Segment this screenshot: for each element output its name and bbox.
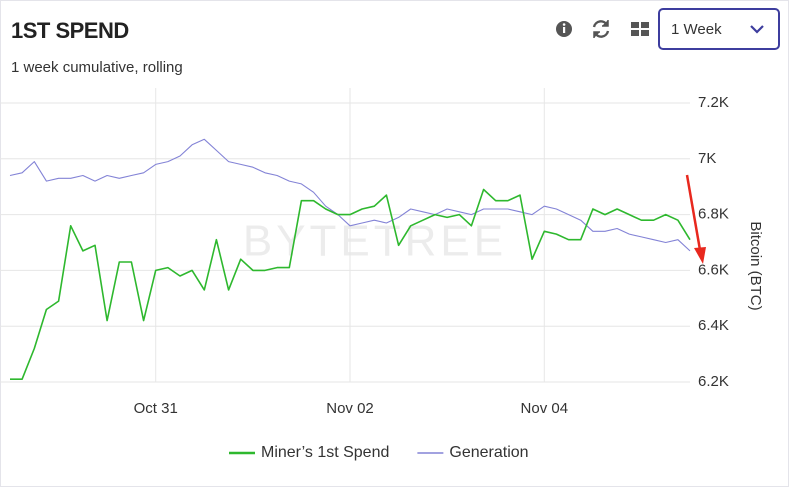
refresh-button[interactable] bbox=[592, 20, 610, 38]
x-tick-label: Nov 02 bbox=[326, 400, 374, 417]
annotation-arrow bbox=[685, 174, 706, 264]
chart-title: 1ST SPEND bbox=[11, 18, 129, 43]
y-tick-label: 6.4K bbox=[698, 317, 729, 334]
info-button[interactable] bbox=[556, 21, 572, 37]
dropdown-value: 1 Week bbox=[671, 21, 722, 38]
layout-button[interactable] bbox=[631, 22, 649, 36]
range-dropdown[interactable]: 1 Week bbox=[658, 8, 780, 50]
legend-label: Generation bbox=[449, 444, 528, 461]
series-line bbox=[9, 138, 691, 252]
y-axis-label: Bitcoin (BTC) bbox=[747, 221, 764, 310]
watermark: BYTETREE bbox=[243, 217, 507, 266]
chart-subtitle: 1 week cumulative, rolling bbox=[11, 59, 183, 76]
series-line bbox=[10, 188, 691, 380]
legend-label: Miner’s 1st Spend bbox=[261, 444, 389, 461]
y-tick-label: 6.8K bbox=[698, 206, 729, 223]
x-tick-label: Nov 04 bbox=[521, 400, 569, 417]
y-tick-label: 6.2K bbox=[698, 373, 729, 390]
x-tick-label: Oct 31 bbox=[134, 400, 178, 417]
y-tick-label: 7K bbox=[698, 150, 716, 167]
y-tick-label: 7.2K bbox=[698, 94, 729, 111]
y-tick-label: 6.6K bbox=[698, 261, 729, 278]
legend: Miner’s 1st Spend Generation bbox=[229, 444, 529, 461]
